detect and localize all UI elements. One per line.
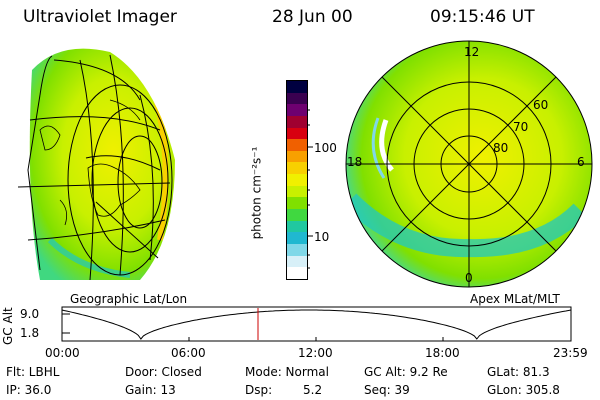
colorbar-band (287, 185, 307, 198)
mlt-label-18: 18 (347, 155, 363, 169)
colorbar-band (287, 81, 307, 93)
observation-time: 09:15:46 UT (430, 7, 535, 27)
colorbar-band (287, 150, 307, 163)
observation-date: 28 Jun 00 (272, 7, 353, 27)
mlt-label-12: 12 (464, 45, 480, 59)
door-info: Door: Closed (125, 365, 202, 379)
colorbar-band (287, 174, 307, 186)
dsp-label: Dsp: (245, 383, 273, 397)
colorbar-tick-100: 100 (314, 141, 337, 155)
altitude-ytick-low: 1.8 (20, 326, 40, 340)
xtick-1200: 12:00 (298, 346, 333, 360)
mlat-label-80: 80 (493, 141, 509, 155)
xtick-0000: 00:00 (45, 346, 80, 360)
glat-info: GLat: 81.3 (487, 365, 550, 379)
filter-info: Flt: LBHL (6, 365, 60, 379)
colorbar-band (287, 127, 307, 140)
geographic-caption: Geographic Lat/Lon (70, 292, 188, 306)
colorbar-band (287, 197, 307, 210)
colorbar-band (287, 267, 307, 279)
xtick-0600: 06:00 (171, 346, 206, 360)
colorbar (286, 80, 308, 280)
xtick-2359: 23:59 (553, 346, 588, 360)
colorbar-band (287, 104, 307, 116)
dsp-value: 5.2 (303, 383, 323, 397)
colorbar-tick-10: 10 (314, 230, 330, 244)
mlat-label-70: 70 (513, 120, 529, 134)
altitude-ylabel: GC Alt (1, 307, 15, 345)
mlt-label-6: 6 (577, 155, 585, 169)
colorbar-band (287, 139, 307, 151)
colorbar-band (287, 243, 307, 256)
apex-caption: Apex MLat/MLT (470, 292, 560, 306)
mlt-label-0: 0 (465, 271, 473, 285)
altitude-ytick-high: 9.0 (20, 307, 40, 321)
ip-info: IP: 36.0 (6, 383, 52, 397)
mlat-label-60: 60 (533, 98, 549, 112)
colorbar-band (287, 115, 307, 128)
colorbar-band (287, 220, 307, 233)
colorbar-band (287, 255, 307, 268)
glon-info: GLon: 305.8 (487, 383, 560, 397)
mode-info: Mode: Normal (245, 365, 329, 379)
colorbar-band (287, 232, 307, 244)
xtick-1800: 18:00 (425, 346, 460, 360)
colorbar-band (287, 162, 307, 175)
colorbar-band (287, 92, 307, 105)
instrument-title: Ultraviolet Imager (23, 7, 177, 27)
gain-info: Gain: 13 (125, 383, 176, 397)
colorbar-band (287, 209, 307, 221)
seq-info: Seq: 39 (364, 383, 410, 397)
gc-alt-info: GC Alt: 9.2 Re (364, 365, 448, 379)
